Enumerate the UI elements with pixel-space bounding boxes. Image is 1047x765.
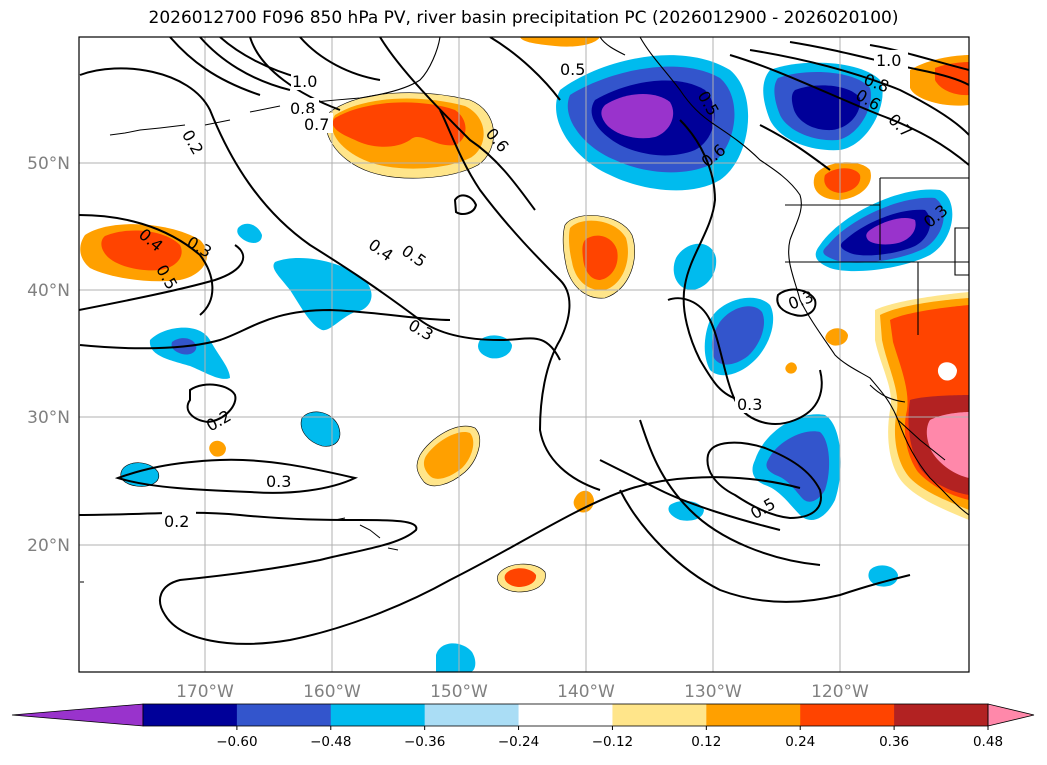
colorbar-extend-max xyxy=(987,703,1035,727)
shade-orange-top xyxy=(520,37,600,47)
shade-purple-44n xyxy=(866,218,916,245)
colorbar-segment xyxy=(424,704,520,726)
contour-label: 0.3 xyxy=(266,472,291,491)
colorbar-tick-label: 0.24 xyxy=(785,734,815,750)
lat-label-20n: 20°N xyxy=(27,536,70,556)
pv-contours xyxy=(79,37,969,645)
colorbar-tick-label: −0.60 xyxy=(216,734,257,750)
shade-orange-127w xyxy=(785,362,797,374)
colorbar-tick-label: −0.24 xyxy=(498,734,539,750)
shade-red-125w xyxy=(824,168,861,193)
lat-label-30n: 30°N xyxy=(27,408,70,428)
lon-label-150w: 150°W xyxy=(430,682,488,702)
shade-pink-sw xyxy=(926,412,969,478)
shade-mblue-125w xyxy=(766,431,830,502)
shade-blue-167w xyxy=(237,223,262,243)
coastlines xyxy=(289,37,969,516)
colorbar-tick-label: −0.36 xyxy=(404,734,445,750)
contour-label: 1.0 xyxy=(876,51,901,70)
shade-red-160w xyxy=(332,102,466,147)
contour-label: 1.0 xyxy=(292,72,317,91)
lon-label-120w: 120°W xyxy=(811,682,869,702)
shade-red-140w xyxy=(582,235,618,280)
shade-orange-141w xyxy=(573,490,594,513)
contour-label: 0.7 xyxy=(304,115,329,134)
lon-label-160w: 160°W xyxy=(303,682,361,702)
lon-label-130w: 130°W xyxy=(684,682,742,702)
longitude-labels: 170°W 160°W 150°W 140°W 130°W 120°W xyxy=(176,682,869,702)
shade-blue-149w xyxy=(478,335,512,359)
shade-orange-169w xyxy=(209,440,226,457)
shade-red-146w xyxy=(504,568,537,587)
colorbar-segment xyxy=(612,704,707,726)
precip-shading xyxy=(80,37,969,672)
shade-blue-115w xyxy=(868,565,898,587)
lon-label-140w: 140°W xyxy=(557,682,615,702)
colorbar-segment xyxy=(330,704,426,726)
colorbar-border xyxy=(142,703,989,727)
colorbar-segment xyxy=(518,704,613,726)
shade-blue-165w xyxy=(273,258,372,331)
shade-orange2-150w xyxy=(423,431,474,479)
colorbar-tick-label: −0.48 xyxy=(310,734,351,750)
colorbar: −0.60 −0.48 −0.36 −0.24 −0.12 0.12 0.24 0.36 0.4… xyxy=(11,703,1035,750)
colorbar-segment xyxy=(894,704,989,726)
colorbar-tick-label: −0.12 xyxy=(592,734,633,750)
contour-label: 0.3 xyxy=(737,395,762,414)
lat-label-40n: 40°N xyxy=(27,281,70,301)
colorbar-tick-label: 0.12 xyxy=(691,734,721,750)
map-frame xyxy=(78,36,970,673)
map-title: 2026012700 F096 850 hPa PV, river basin … xyxy=(148,8,899,28)
shade-mblue-130w xyxy=(711,306,765,365)
colorbar-segment xyxy=(800,704,895,726)
graticule xyxy=(79,37,969,672)
contour-label: 0.5 xyxy=(560,60,585,79)
lat-label-50n: 50°N xyxy=(27,154,70,174)
shade-blue-133w xyxy=(673,243,717,290)
islands xyxy=(80,105,399,583)
shade-orange-122w xyxy=(825,328,848,346)
shade-blue-150w xyxy=(436,643,476,672)
shade-blue-162w xyxy=(301,411,340,447)
colorbar-segment xyxy=(143,704,238,726)
colorbar-segment xyxy=(706,704,801,726)
shade-navy-bc xyxy=(791,85,861,131)
shade-red-175w xyxy=(101,230,182,271)
shade-white-sw xyxy=(937,362,957,381)
shade-purple-gulf xyxy=(601,94,674,139)
latitude-labels: 50°N 40°N 30°N 20°N xyxy=(27,154,70,556)
colorbar-segment xyxy=(236,704,332,726)
contour-label: 0.2 xyxy=(164,512,189,531)
colorbar-tick-label: 0.36 xyxy=(879,734,909,750)
colorbar-extend-min xyxy=(11,703,144,727)
colorbar-tick-label: 0.48 xyxy=(973,734,1003,750)
lon-label-170w: 170°W xyxy=(176,682,234,702)
